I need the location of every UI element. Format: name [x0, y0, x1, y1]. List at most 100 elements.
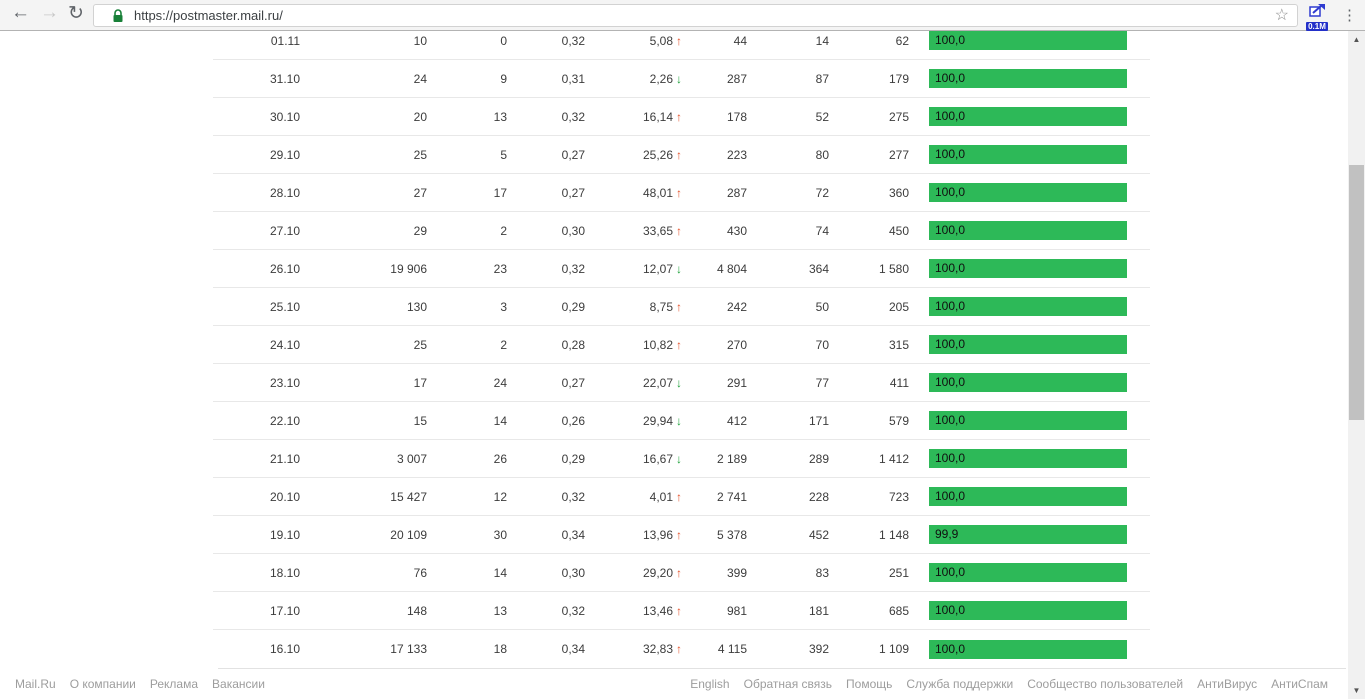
cell-value-7: 251: [888, 565, 909, 580]
footer-link[interactable]: Сообщество пользователей: [1027, 677, 1184, 691]
cell-value-3: 0,34: [561, 527, 585, 542]
menu-icon[interactable]: ⋮: [1342, 7, 1357, 24]
cell-delivery: 100,0: [909, 373, 1150, 392]
cell-value-7: 579: [888, 413, 909, 428]
scroll-down-icon[interactable]: ▼: [1352, 686, 1361, 695]
delivery-rate-value: 100,0: [935, 109, 966, 123]
cell-value-3: 0,30: [561, 565, 585, 580]
cell-value-7: 315: [888, 337, 909, 352]
cell-value-5: 270: [726, 337, 747, 352]
cell-trend: 5,08 ↑: [585, 34, 682, 48]
trend-arrow-icon: ↑: [676, 109, 682, 124]
cell-value-1: 148: [406, 603, 427, 618]
cell-value-2: 26: [493, 451, 507, 466]
cell-value-7: 1 148: [878, 527, 909, 542]
trend-arrow-icon: ↓: [676, 451, 682, 466]
cell-value-3: 0,32: [561, 489, 585, 504]
extension-icon[interactable]: 0.1M: [1306, 3, 1328, 31]
delivery-rate-value: 100,0: [935, 451, 966, 465]
scroll-up-icon[interactable]: ▲: [1352, 35, 1361, 44]
table-row: 30.10 20 13 0,32 16,14 ↑ 178 52 275 100,…: [213, 98, 1150, 136]
forward-icon[interactable]: →: [40, 2, 59, 23]
cell-value-7: 179: [888, 71, 909, 86]
cell-delivery: 100,0: [909, 449, 1150, 468]
footer-links-right: English Обратная связь Помощь Служба поддер…: [690, 677, 1328, 691]
cell-value-3: 0,31: [561, 71, 585, 86]
cell-value-5: 4 804: [716, 261, 747, 276]
cell-trend: 4,01 ↑: [585, 490, 682, 504]
footer-link[interactable]: Обратная связь: [743, 677, 833, 691]
cell-value-3: 0,34: [561, 642, 585, 656]
cell-value-6: 50: [815, 299, 829, 314]
cell-value-2: 18: [493, 642, 507, 656]
cell-value-5: 178: [726, 109, 747, 124]
delivery-rate-value: 100,0: [935, 261, 966, 275]
footer-link[interactable]: О компании: [69, 677, 136, 691]
cell-value-2: 0: [500, 33, 507, 48]
cell-value-3: 0,32: [561, 603, 585, 618]
vertical-scrollbar[interactable]: ▲ ▼: [1348, 31, 1365, 699]
cell-value-2: 13: [493, 603, 507, 618]
footer-link[interactable]: АнтиВирус: [1197, 677, 1258, 691]
delivery-rate-bar: 100,0: [929, 69, 1127, 88]
cell-delivery: 100,0: [909, 259, 1150, 278]
cell-value-3: 0,32: [561, 33, 585, 48]
delivery-rate-value: 100,0: [935, 33, 966, 47]
cell-date: 25.10: [269, 299, 300, 314]
trend-value: 29,20: [642, 565, 673, 580]
cell-value-2: 14: [493, 565, 507, 580]
cell-date: 28.10: [269, 185, 300, 200]
cell-value-3: 0,29: [561, 451, 585, 466]
cell-value-6: 171: [808, 413, 829, 428]
trend-arrow-icon: ↑: [676, 565, 682, 580]
cell-value-6: 72: [815, 185, 829, 200]
cell-value-3: 0,27: [561, 147, 585, 162]
cell-value-5: 412: [726, 413, 747, 428]
table-row: 26.10 19 906 23 0,32 12,07 ↓ 4 804 364 1…: [213, 250, 1150, 288]
cell-date: 29.10: [269, 147, 300, 162]
cell-value-1: 76: [413, 565, 427, 580]
scrollbar-thumb[interactable]: [1349, 165, 1364, 420]
footer-link[interactable]: Помощь: [846, 677, 893, 691]
cell-value-1: 20 109: [390, 527, 427, 542]
footer-link[interactable]: Вакансии: [212, 677, 265, 691]
cell-value-2: 12: [493, 489, 507, 504]
cell-value-6: 52: [815, 109, 829, 124]
cell-date: 17.10: [269, 603, 300, 618]
cell-value-3: 0,32: [561, 109, 585, 124]
back-icon[interactable]: ←: [11, 2, 30, 23]
trend-value: 10,82: [642, 337, 673, 352]
cell-date: 21.10: [269, 451, 300, 466]
cell-delivery: 100,0: [909, 563, 1150, 582]
trend-value: 16,67: [642, 451, 673, 466]
footer-link[interactable]: Служба поддержки: [906, 677, 1014, 691]
trend-value: 5,08: [649, 33, 673, 48]
delivery-rate-value: 100,0: [935, 603, 966, 617]
delivery-rate-bar: 100,0: [929, 107, 1127, 126]
trend-arrow-icon: ↑: [676, 489, 682, 504]
cell-value-1: 27: [413, 185, 427, 200]
address-bar[interactable]: https://postmaster.mail.ru/ ☆: [93, 4, 1298, 27]
cell-value-7: 411: [889, 375, 909, 390]
footer-link[interactable]: Mail.Ru: [15, 677, 56, 691]
cell-value-3: 0,27: [561, 185, 585, 200]
cell-value-6: 77: [815, 375, 829, 390]
footer-link[interactable]: English: [690, 677, 730, 691]
trend-arrow-icon: ↑: [676, 299, 682, 314]
footer-link[interactable]: АнтиСпам: [1271, 677, 1328, 691]
footer-link[interactable]: Реклама: [149, 677, 199, 691]
cell-value-1: 25: [413, 337, 427, 352]
cell-value-1: 3 007: [396, 451, 427, 466]
cell-value-3: 0,27: [561, 375, 585, 390]
extension-arrow-icon: [1308, 4, 1325, 17]
delivery-rate-value: 100,0: [935, 489, 966, 503]
cell-value-6: 70: [815, 337, 829, 352]
cell-value-1: 25: [413, 147, 427, 162]
cell-trend: 29,20 ↑: [585, 566, 682, 580]
bookmark-star-icon[interactable]: ☆: [1274, 7, 1289, 24]
footer: Mail.Ru О компании Реклама Вакансии English…: [0, 669, 1348, 699]
cell-value-2: 30: [493, 527, 507, 542]
trend-arrow-icon: ↓: [676, 71, 682, 86]
reload-icon[interactable]: ↻: [68, 3, 84, 24]
url-text: https://postmaster.mail.ru/: [134, 8, 283, 23]
